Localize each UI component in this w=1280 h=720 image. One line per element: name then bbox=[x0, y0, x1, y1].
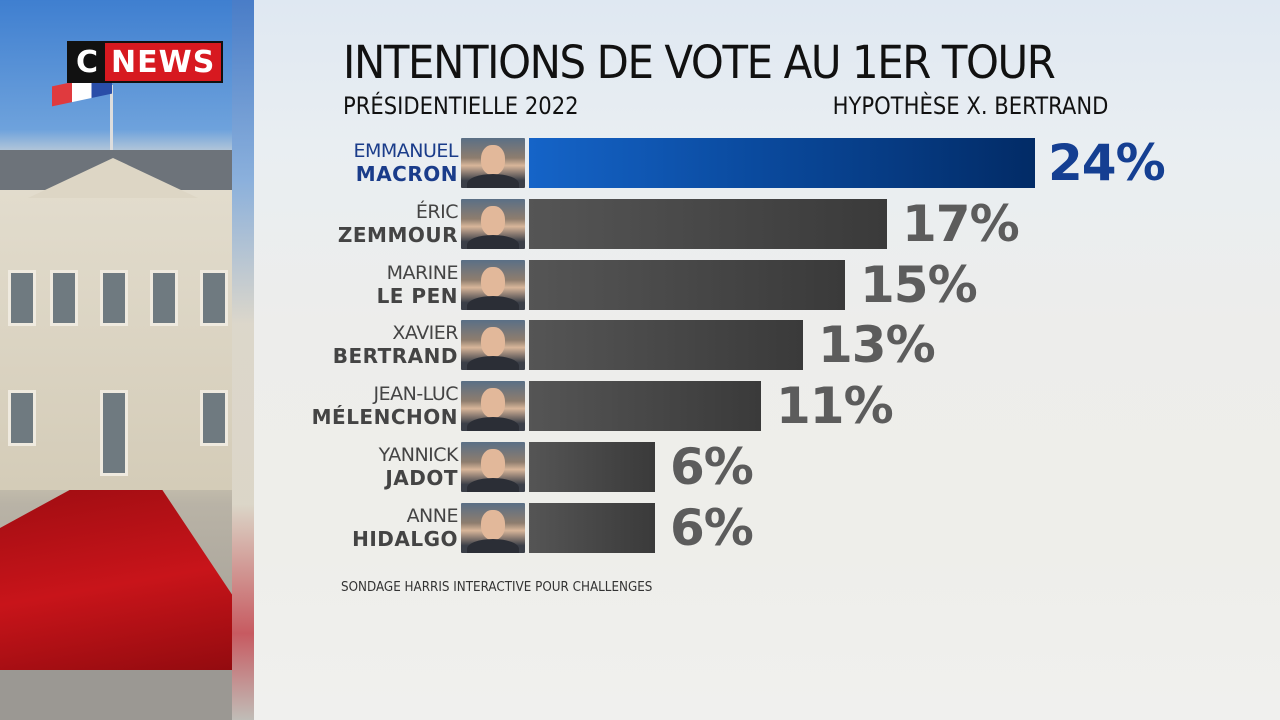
flagpole bbox=[110, 85, 113, 155]
candidate-name: JEAN-LUC MÉLENCHON bbox=[311, 383, 459, 429]
window bbox=[8, 390, 36, 446]
candidate-portrait bbox=[461, 260, 525, 310]
window bbox=[150, 270, 178, 326]
last-name: MACRON bbox=[355, 162, 458, 186]
candidate-name: ÉRIC ZEMMOUR bbox=[337, 201, 459, 247]
cnews-logo: C NEWS bbox=[67, 41, 224, 83]
last-name: ZEMMOUR bbox=[337, 223, 458, 247]
first-name: MARINE bbox=[386, 262, 459, 284]
logo-c: C bbox=[69, 43, 105, 81]
bar-row: MARINE LE PEN 15% bbox=[0, 256, 1280, 314]
doorway bbox=[100, 390, 128, 476]
gravel-ground bbox=[0, 670, 232, 720]
bar-row: YANNICK JADOT 6% bbox=[0, 438, 1280, 496]
first-name: JEAN-LUC bbox=[373, 383, 459, 405]
first-name: EMMANUEL bbox=[353, 140, 459, 162]
candidate-portrait bbox=[461, 442, 525, 492]
chart-title: INTENTIONS DE VOTE AU 1ER TOUR bbox=[343, 36, 1056, 89]
last-name: LE PEN bbox=[376, 284, 458, 308]
window bbox=[8, 270, 36, 326]
first-name: XAVIER bbox=[392, 322, 458, 344]
bar-row: JEAN-LUC MÉLENCHON 11% bbox=[0, 377, 1280, 435]
candidate-name: YANNICK JADOT bbox=[378, 444, 459, 490]
candidate-name: MARINE LE PEN bbox=[376, 262, 459, 308]
bar bbox=[529, 138, 1035, 188]
bar bbox=[529, 381, 761, 431]
logo-news: NEWS bbox=[105, 43, 222, 81]
first-name: YANNICK bbox=[378, 444, 459, 466]
chart-subtitle-left: PRÉSIDENTIELLE 2022 bbox=[343, 92, 579, 120]
poll-source: SONDAGE HARRIS INTERACTIVE POUR CHALLENG… bbox=[341, 580, 653, 595]
percent-label: 15% bbox=[860, 256, 978, 314]
window bbox=[50, 270, 78, 326]
bar bbox=[529, 260, 845, 310]
last-name: HIDALGO bbox=[352, 527, 458, 551]
window bbox=[200, 270, 228, 326]
bar-row: EMMANUEL MACRON 24% bbox=[0, 134, 1280, 192]
percent-label: 11% bbox=[776, 377, 894, 435]
percent-label: 6% bbox=[670, 499, 754, 557]
percent-label: 17% bbox=[902, 195, 1020, 253]
first-name: ANNE bbox=[406, 505, 459, 527]
bar-row: XAVIER BERTRAND 13% bbox=[0, 316, 1280, 374]
window bbox=[100, 270, 128, 326]
bar bbox=[529, 503, 655, 553]
percent-label: 24% bbox=[1048, 134, 1166, 192]
bar-row: ANNE HIDALGO 6% bbox=[0, 499, 1280, 557]
bar bbox=[529, 199, 887, 249]
candidate-portrait bbox=[461, 138, 525, 188]
blur-edge bbox=[232, 0, 254, 720]
candidate-name: ANNE HIDALGO bbox=[352, 505, 458, 551]
candidate-portrait bbox=[461, 381, 525, 431]
bar-row: ÉRIC ZEMMOUR 17% bbox=[0, 195, 1280, 253]
candidate-name: EMMANUEL MACRON bbox=[354, 140, 459, 186]
last-name: MÉLENCHON bbox=[311, 405, 458, 429]
candidate-portrait bbox=[461, 320, 525, 370]
percent-label: 13% bbox=[818, 316, 936, 374]
candidate-portrait bbox=[461, 199, 525, 249]
bar bbox=[529, 442, 655, 492]
elysee-background-photo bbox=[0, 0, 232, 720]
percent-label: 6% bbox=[670, 438, 754, 496]
first-name: ÉRIC bbox=[415, 201, 459, 223]
chart-subtitle-right: HYPOTHÈSE X. BERTRAND bbox=[832, 92, 1108, 120]
bar bbox=[529, 320, 803, 370]
last-name: BERTRAND bbox=[332, 344, 458, 368]
last-name: JADOT bbox=[385, 466, 458, 490]
candidate-portrait bbox=[461, 503, 525, 553]
window bbox=[200, 390, 228, 446]
candidate-name: XAVIER BERTRAND bbox=[332, 322, 459, 368]
pediment bbox=[28, 158, 198, 198]
